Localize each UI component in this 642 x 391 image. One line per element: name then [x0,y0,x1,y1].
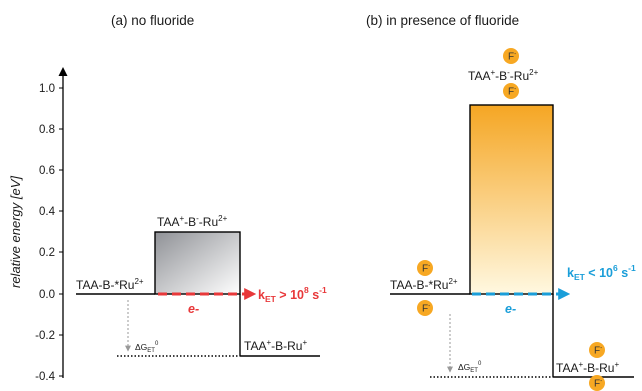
svg-text:F-: F- [422,303,430,315]
cs-state-label-b: TAA+-B--Ru2+ [468,68,539,83]
fluoride-marker: F- [417,260,433,276]
fluoride-charge: - [428,263,430,270]
svg-text:F-: F- [422,263,430,275]
cs-sup: + [490,68,495,77]
y-tick-label: 0.4 [39,206,56,218]
start-state-sup: 2+ [448,277,457,286]
dg-label-a: ΔGET0 [135,341,159,354]
final-part: TAA [556,361,578,375]
panel-b-title: (b) in presence of fluoride [366,13,519,28]
panel-a: TAA-B-*Ru2+ TAA+-B--Ru2+ TAA+-B-Ru+ e- k… [76,214,327,357]
dg-sup: 0 [155,341,159,347]
fluoride-marker: F- [589,375,605,391]
dg-main: ΔG [135,342,147,352]
charge-separated-box-b [469,104,554,295]
rate-unit-exp: -1 [628,263,636,273]
final-part: TAA [244,339,266,353]
electron-label-b: e- [505,302,516,316]
cs-sup: - [507,68,510,77]
cs-sup: + [179,214,184,223]
cs-part: -Ru [199,215,218,229]
svg-text:F-: F- [508,51,516,63]
y-tick-label: 0.2 [39,247,55,259]
start-state-label-a: TAA-B-*Ru2+ [76,277,144,292]
fluoride-marker: F- [417,300,433,316]
cs-part: -B [184,215,196,229]
final-sup: + [302,338,307,347]
cs-part: TAA [157,215,179,229]
start-state-label-b: TAA-B-*Ru2+ [390,277,458,292]
y-tick-label: 0.8 [39,124,55,136]
svg-text:F-: F- [594,345,602,357]
fluoride-symbol: F [422,304,428,315]
fluoride-symbol: F [594,346,600,357]
rate-sub: ET [574,272,586,282]
rate-label-b: kET < 106 s-1 [567,263,636,282]
rate-label-a: kET > 108 s-1 [258,285,327,304]
y-tick-label: 1.0 [39,83,55,95]
y-tick-label: -0.2 [35,330,55,342]
panel-a-title: (a) no fluoride [111,13,194,28]
dg-label-b: ΔGET0 [458,361,482,374]
charge-separated-box-a [154,231,241,295]
rate-rel: > 10 [276,288,304,302]
y-tick-label: 0.0 [39,289,55,301]
fluoride-marker: F- [589,342,605,358]
fluoride-charge: - [514,86,516,93]
final-sup: + [578,360,583,369]
electron-label-a: e- [188,302,199,316]
rate-unit: s [618,266,628,280]
rate-rel: < 10 [585,266,613,280]
fluoride-charge: - [600,345,602,352]
y-axis: 1.0 0.8 0.6 0.4 0.2 0.0 -0.2 -0.4 relati… [8,67,68,383]
cs-part: -Ru [510,69,529,83]
final-part: -B-Ru [583,361,614,375]
panel-b: TAA-B-*Ru2+ TAA+-B--Ru2+ TAA+-B-Ru+ e- k… [390,48,636,391]
cs-state-label-a: TAA+-B--Ru2+ [157,214,228,229]
rate-exp: 8 [304,285,309,295]
y-tick-label: -0.4 [35,371,55,383]
start-state-main: TAA-B-*Ru [76,278,134,292]
cs-sup: - [196,214,199,223]
fluoride-symbol: F [508,87,514,98]
final-part: -B-Ru [271,339,302,353]
dg-sup: 0 [478,361,482,367]
cs-sup: 2+ [529,68,538,77]
svg-text:F-: F- [594,378,602,390]
svg-text:F-: F- [508,86,516,98]
fluoride-symbol: F [422,264,428,275]
fluoride-marker: F- [503,48,519,64]
dg-main: ΔG [458,362,470,372]
fluoride-charge: - [514,51,516,58]
dg-sub: ET [147,348,155,354]
cs-part: TAA [468,69,490,83]
fluoride-symbol: F [508,52,514,63]
rate-k: k [258,288,265,302]
y-tick-label: 0.6 [39,165,55,177]
rate-k: k [567,266,574,280]
final-sup: + [266,338,271,347]
rate-unit: s [309,288,319,302]
dg-sub: ET [470,368,478,374]
rate-exp: 6 [613,263,618,273]
rate-unit-exp: -1 [319,285,327,295]
start-state-main: TAA-B-*Ru [390,278,448,292]
y-axis-label: relative energy [eV] [8,176,23,288]
cs-sup: 2+ [218,214,227,223]
final-sup: + [614,360,619,369]
start-state-sup: 2+ [134,277,143,286]
fluoride-symbol: F [594,379,600,390]
fluoride-marker: F- [503,83,519,99]
cs-part: -B [495,69,507,83]
fluoride-charge: - [428,303,430,310]
final-state-label-b: TAA+-B-Ru+ [556,360,619,375]
fluoride-charge: - [600,378,602,385]
final-state-label-a: TAA+-B-Ru+ [244,338,307,353]
rate-sub: ET [265,294,277,304]
